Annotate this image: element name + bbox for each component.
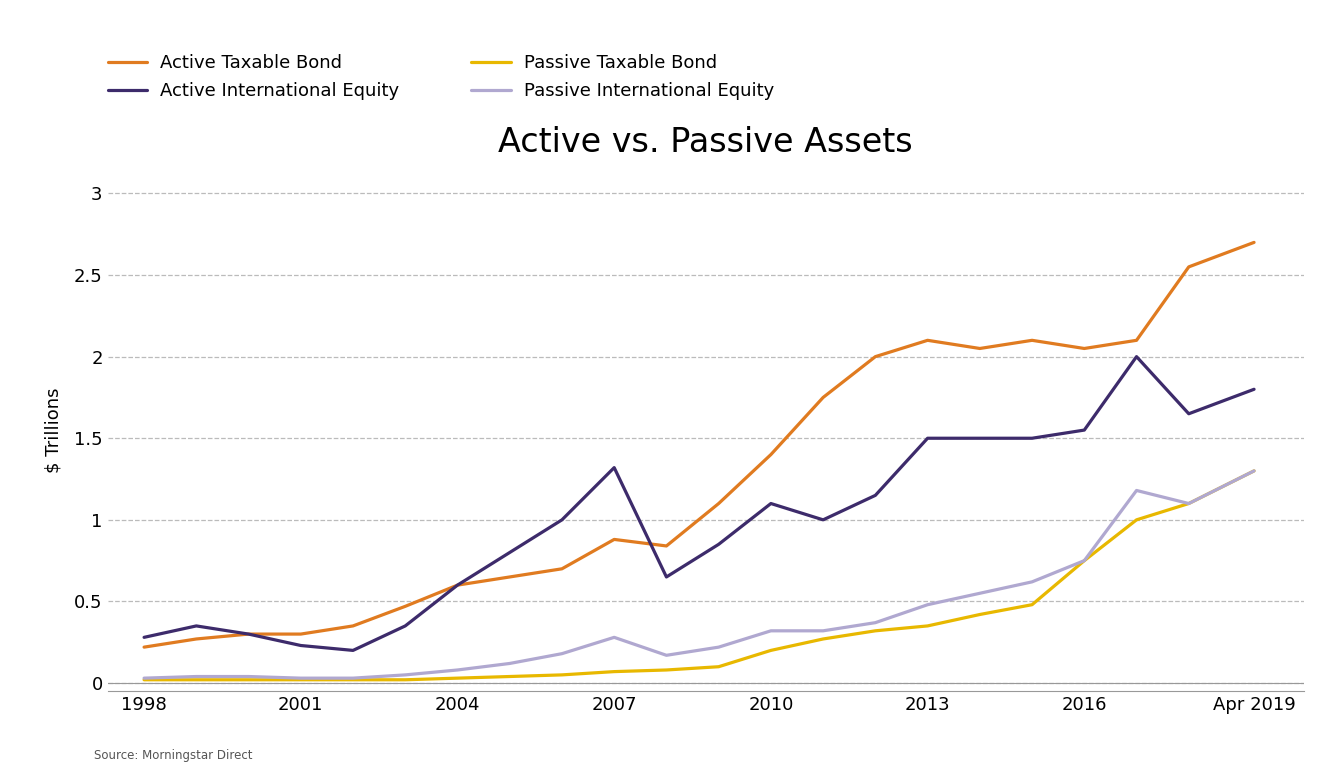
Active Taxable Bond	[659, 541, 675, 551]
Legend: Active Taxable Bond, Active International Equity, Passive Taxable Bond, Passive : Active Taxable Bond, Active Internationa…	[108, 54, 774, 100]
Active Taxable Bond	[867, 352, 883, 361]
Y-axis label: $ Trillions: $ Trillions	[44, 387, 63, 473]
Active Taxable Bond	[1180, 263, 1196, 272]
Active International Equity	[972, 434, 988, 443]
Active International Equity	[1246, 385, 1262, 394]
Active Taxable Bond	[606, 535, 622, 544]
Passive International Equity	[136, 674, 152, 683]
Active Taxable Bond	[188, 634, 204, 644]
Passive Taxable Bond	[1129, 515, 1145, 525]
Active Taxable Bond	[1077, 344, 1093, 353]
Active International Equity	[711, 540, 727, 549]
Active International Equity	[763, 499, 780, 508]
Passive International Equity	[449, 665, 465, 674]
Active International Equity	[606, 463, 622, 472]
Passive International Equity	[814, 626, 831, 635]
Passive International Equity	[554, 649, 570, 658]
Active International Equity	[449, 581, 465, 590]
Passive International Equity	[1246, 466, 1262, 475]
Passive Taxable Bond	[1077, 556, 1093, 565]
Active Taxable Bond	[345, 621, 362, 631]
Passive Taxable Bond	[814, 634, 831, 644]
Active Taxable Bond	[554, 564, 570, 574]
Active International Equity	[1024, 434, 1040, 443]
Passive Taxable Bond	[136, 675, 152, 684]
Passive International Equity	[1024, 578, 1040, 587]
Active Taxable Bond	[711, 499, 727, 508]
Passive Taxable Bond	[241, 675, 257, 684]
Text: Source: Morningstar Direct: Source: Morningstar Direct	[94, 749, 253, 762]
Passive Taxable Bond	[659, 665, 675, 674]
Passive International Equity	[398, 670, 414, 680]
Passive International Equity	[763, 626, 780, 635]
Passive Taxable Bond	[711, 662, 727, 671]
Passive Taxable Bond	[188, 675, 204, 684]
Passive International Equity	[711, 643, 727, 652]
Active International Equity	[919, 434, 935, 443]
Passive Taxable Bond	[345, 675, 362, 684]
Active Taxable Bond	[293, 630, 309, 639]
Active International Equity	[1180, 409, 1196, 419]
Active International Equity	[241, 630, 257, 639]
Passive Taxable Bond	[398, 675, 414, 684]
Active International Equity	[398, 621, 414, 631]
Passive Taxable Bond	[606, 667, 622, 677]
Active International Equity	[1129, 352, 1145, 361]
Passive International Equity	[188, 672, 204, 681]
Active Taxable Bond	[449, 581, 465, 590]
Active Taxable Bond	[814, 393, 831, 402]
Passive Taxable Bond	[867, 626, 883, 635]
Passive International Equity	[1180, 499, 1196, 508]
Active Taxable Bond	[136, 643, 152, 652]
Line: Active International Equity: Active International Equity	[144, 356, 1254, 650]
Active International Equity	[188, 621, 204, 631]
Line: Passive International Equity: Passive International Equity	[144, 471, 1254, 678]
Passive Taxable Bond	[501, 672, 517, 681]
Active International Equity	[814, 515, 831, 525]
Active Taxable Bond	[1024, 336, 1040, 345]
Passive International Equity	[919, 600, 935, 609]
Passive Taxable Bond	[919, 621, 935, 631]
Active Taxable Bond	[972, 344, 988, 353]
Passive International Equity	[606, 633, 622, 642]
Passive International Equity	[972, 589, 988, 598]
Passive International Equity	[867, 618, 883, 627]
Passive Taxable Bond	[763, 646, 780, 655]
Passive International Equity	[501, 659, 517, 668]
Active International Equity	[345, 646, 362, 655]
Passive Taxable Bond	[972, 610, 988, 619]
Active International Equity	[659, 572, 675, 581]
Passive International Equity	[293, 674, 309, 683]
Passive Taxable Bond	[1246, 466, 1262, 475]
Passive Taxable Bond	[1024, 600, 1040, 609]
Active International Equity	[293, 641, 309, 650]
Active Taxable Bond	[241, 630, 257, 639]
Active Taxable Bond	[398, 602, 414, 611]
Passive International Equity	[1129, 486, 1145, 495]
Title: Active vs. Passive Assets: Active vs. Passive Assets	[499, 126, 913, 159]
Passive International Equity	[659, 650, 675, 660]
Active Taxable Bond	[919, 336, 935, 345]
Line: Passive Taxable Bond: Passive Taxable Bond	[144, 471, 1254, 680]
Passive International Equity	[1077, 556, 1093, 565]
Active International Equity	[501, 548, 517, 557]
Active International Equity	[136, 633, 152, 642]
Active International Equity	[1077, 425, 1093, 435]
Line: Active Taxable Bond: Active Taxable Bond	[144, 243, 1254, 647]
Passive Taxable Bond	[554, 670, 570, 680]
Active International Equity	[554, 515, 570, 525]
Passive Taxable Bond	[1180, 499, 1196, 508]
Active Taxable Bond	[1129, 336, 1145, 345]
Passive International Equity	[241, 672, 257, 681]
Active Taxable Bond	[763, 450, 780, 459]
Passive Taxable Bond	[449, 674, 465, 683]
Active Taxable Bond	[501, 572, 517, 581]
Active International Equity	[867, 491, 883, 500]
Active Taxable Bond	[1246, 238, 1262, 247]
Passive Taxable Bond	[293, 675, 309, 684]
Passive International Equity	[345, 674, 362, 683]
